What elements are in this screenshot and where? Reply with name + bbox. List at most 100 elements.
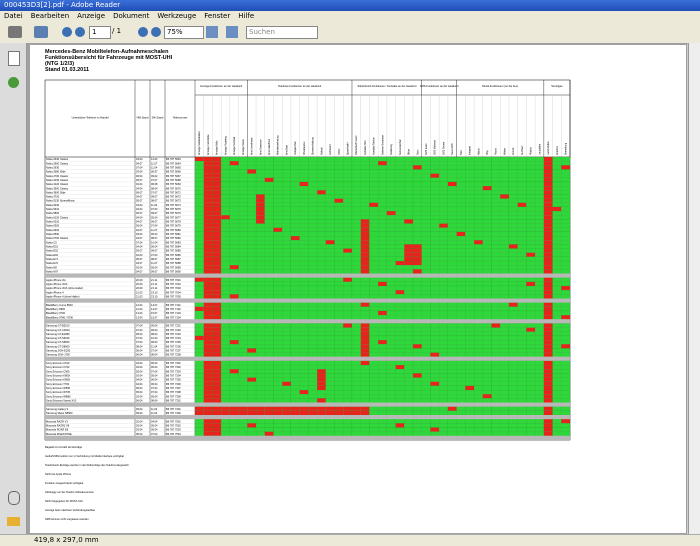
menu-item[interactable]: Datei xyxy=(4,12,23,20)
status-cell xyxy=(386,360,396,366)
status-cell xyxy=(290,202,300,208)
status-cell xyxy=(273,169,283,174)
cell-text: Sony Ericsson C905 xyxy=(46,369,70,373)
status-cell xyxy=(229,173,239,178)
status-cell xyxy=(447,331,457,337)
status-cell xyxy=(508,211,518,216)
cell-text: 04.07 xyxy=(136,236,143,240)
next-page[interactable] xyxy=(75,27,85,37)
pages-panel-button[interactable] xyxy=(8,51,20,66)
status-cell xyxy=(203,248,213,253)
menu-item[interactable]: Werkzeuge xyxy=(157,12,197,20)
status-cell xyxy=(299,235,309,241)
status-cell xyxy=(412,323,422,328)
status-cell xyxy=(325,302,335,307)
status-cell xyxy=(404,394,414,399)
status-cell xyxy=(238,219,248,224)
fit-width[interactable] xyxy=(226,26,238,38)
status-cell xyxy=(526,352,536,357)
status-cell xyxy=(264,265,274,270)
status-cell xyxy=(317,431,326,436)
status-cell xyxy=(508,427,518,432)
status-cell xyxy=(264,360,274,366)
status-cell xyxy=(473,235,483,241)
status-cell xyxy=(343,231,353,237)
status-cell xyxy=(360,198,370,203)
previous-page[interactable] xyxy=(62,27,72,37)
status-cell xyxy=(255,211,265,216)
status-cell xyxy=(247,235,257,241)
zoom-out[interactable] xyxy=(138,27,148,37)
status-cell xyxy=(395,377,405,382)
status-cell xyxy=(238,406,248,411)
status-cell xyxy=(543,252,553,257)
save-button[interactable] xyxy=(34,26,48,38)
print-button[interactable] xyxy=(8,26,22,38)
status-cell xyxy=(561,331,571,337)
status-cell xyxy=(500,285,510,291)
status-cell xyxy=(343,211,353,216)
status-cell xyxy=(203,215,213,220)
cell-text: 09.04 xyxy=(151,324,158,328)
search-box[interactable]: Suchen xyxy=(246,26,318,39)
zoom-select[interactable]: 75% xyxy=(164,26,204,39)
status-cell xyxy=(221,244,230,249)
zoom-in[interactable] xyxy=(151,27,161,37)
status-cell xyxy=(221,198,230,203)
status-cell xyxy=(508,235,518,241)
menu-item[interactable]: Hilfe xyxy=(238,12,255,20)
status-cell xyxy=(447,186,457,191)
status-cell xyxy=(535,431,544,436)
status-cell xyxy=(456,211,466,216)
status-cell xyxy=(282,306,292,312)
status-cell xyxy=(465,161,475,166)
scrollbar[interactable] xyxy=(688,43,700,534)
status-cell xyxy=(351,294,361,299)
status-cell xyxy=(203,365,213,370)
status-cell xyxy=(412,285,422,291)
status-cell xyxy=(430,398,440,403)
status-cell xyxy=(282,165,292,170)
menu-item[interactable]: Anzeige xyxy=(77,12,106,20)
status-cell xyxy=(456,227,466,232)
status-cell xyxy=(255,365,265,370)
menu-item[interactable]: Bearbeiten xyxy=(30,12,70,20)
status-cell xyxy=(430,202,440,208)
help-button[interactable] xyxy=(8,77,19,88)
status-cell xyxy=(264,219,274,224)
status-cell xyxy=(386,269,396,274)
status-cell xyxy=(194,394,204,399)
status-cell xyxy=(273,315,283,320)
comments-button[interactable] xyxy=(7,517,20,526)
status-cell xyxy=(351,373,361,378)
cell-text: Samsung GT-B2100 xyxy=(46,324,70,328)
status-cell xyxy=(194,206,204,212)
status-cell xyxy=(229,202,239,208)
status-cell xyxy=(238,260,248,266)
status-cell xyxy=(238,194,248,199)
status-cell xyxy=(290,373,300,378)
page-input[interactable]: 1 xyxy=(89,26,111,39)
status-cell xyxy=(247,186,257,191)
status-cell xyxy=(317,235,326,241)
status-cell xyxy=(334,377,344,382)
status-cell xyxy=(404,190,414,195)
status-cell xyxy=(552,190,562,195)
attachments-button[interactable] xyxy=(8,491,20,505)
status-cell xyxy=(430,340,440,345)
status-cell xyxy=(447,369,457,374)
fit-page[interactable] xyxy=(206,26,218,38)
menu-item[interactable]: Dokument xyxy=(113,12,150,20)
status-cell xyxy=(212,360,222,366)
menu-item[interactable]: Fenster xyxy=(204,12,231,20)
status-cell xyxy=(334,315,344,320)
status-cell xyxy=(404,381,414,386)
status-cell xyxy=(255,352,265,357)
status-cell xyxy=(500,406,510,411)
status-cell xyxy=(351,177,361,183)
status-cell xyxy=(404,348,414,353)
status-cell xyxy=(334,327,344,332)
status-cell xyxy=(351,423,361,428)
status-cell xyxy=(343,194,353,199)
status-cell xyxy=(343,348,353,353)
